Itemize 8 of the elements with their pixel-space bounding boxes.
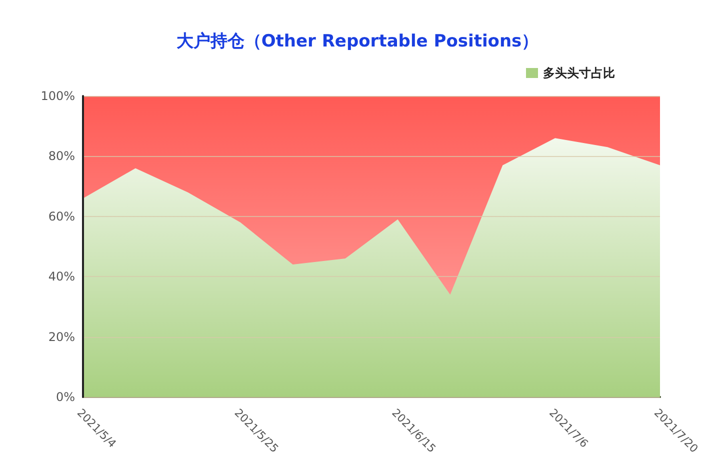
y-tick-label: 60%: [48, 209, 75, 224]
chart-title: 大户持仓（Other Reportable Positions）: [176, 32, 539, 52]
y-tick-label: 20%: [48, 330, 75, 344]
y-tick-label: 100%: [40, 89, 75, 103]
y-tick-label: 80%: [48, 149, 75, 164]
y-tick-label: 0%: [56, 390, 75, 404]
y-tick-label: 40%: [48, 270, 75, 284]
legend-label: 多头头寸占比: [543, 66, 615, 80]
